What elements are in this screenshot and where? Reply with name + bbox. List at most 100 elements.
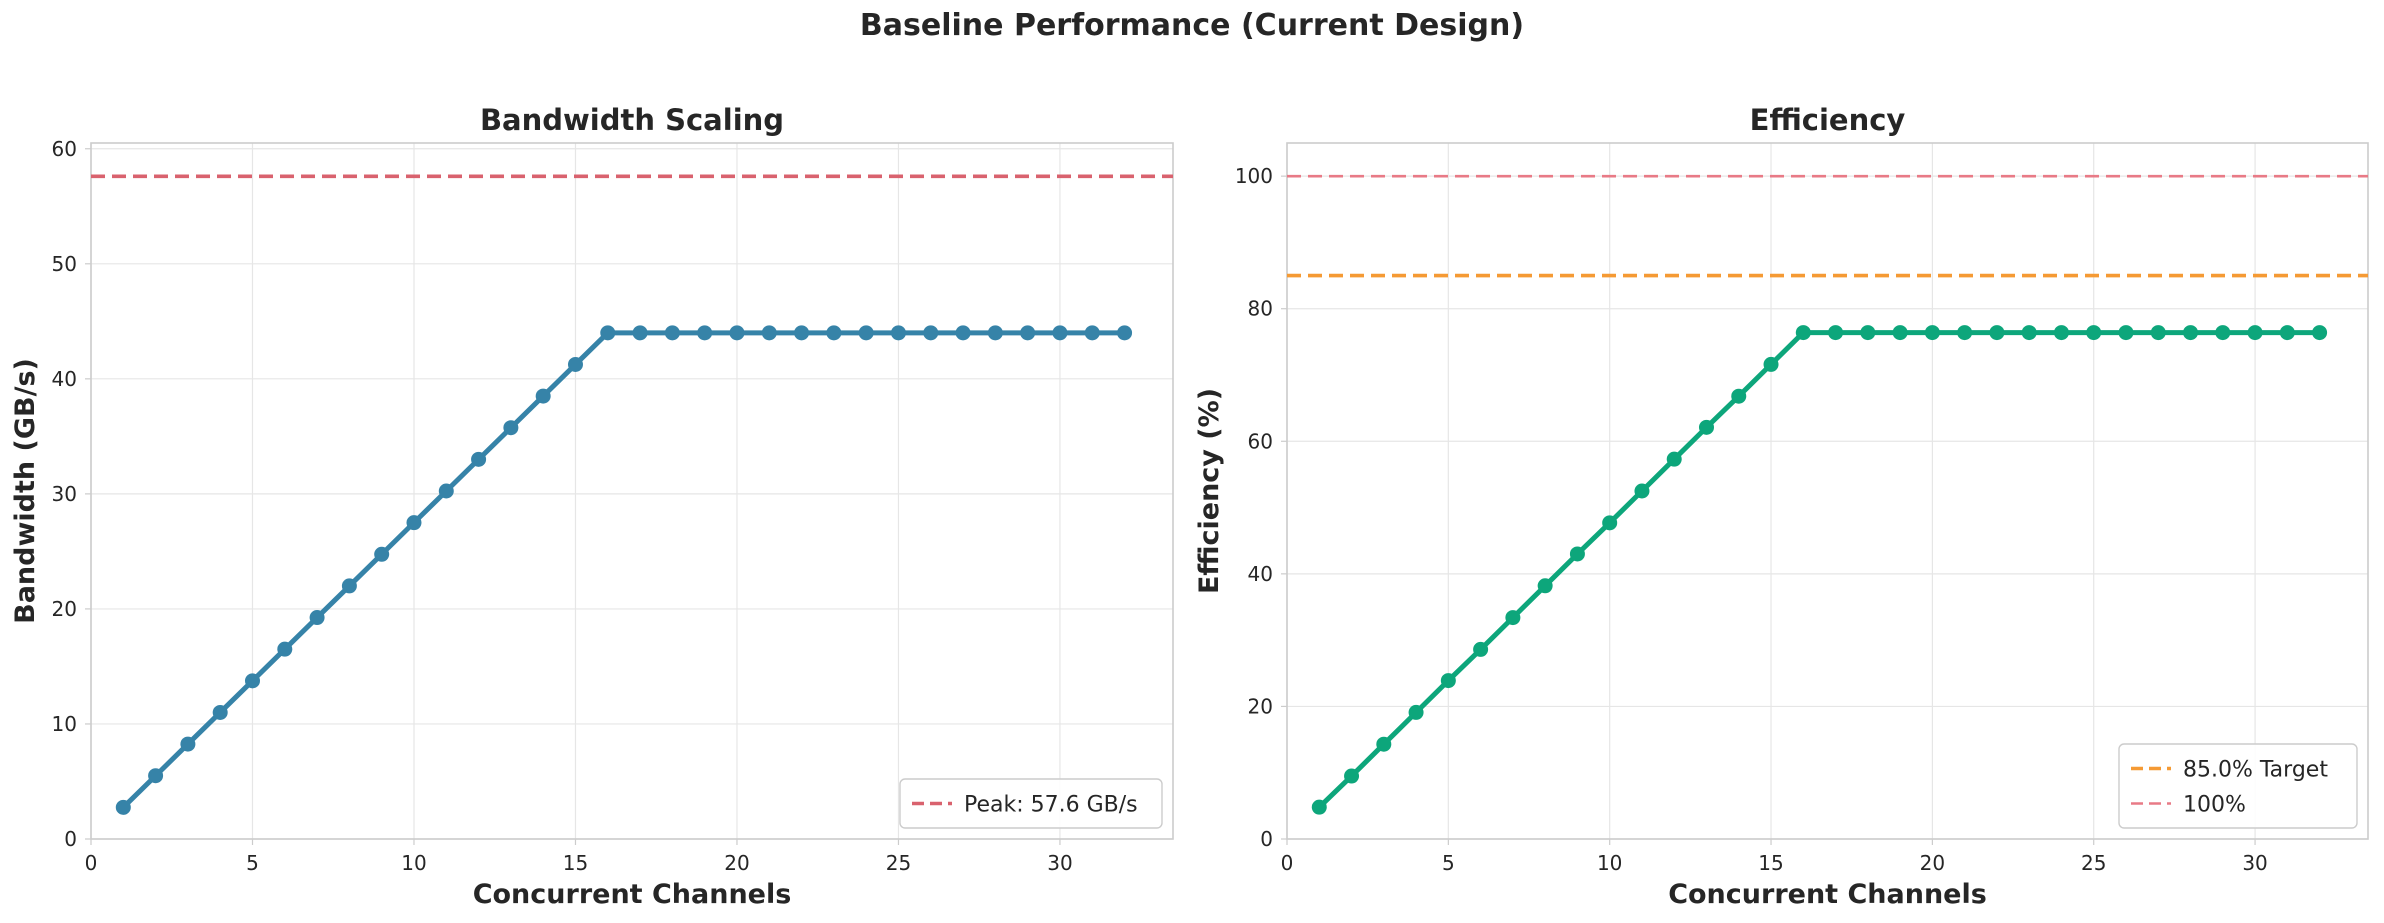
bandwidth-x-tick-label: 5: [246, 851, 259, 875]
bandwidth-data-point: [406, 515, 422, 531]
bandwidth-data-point: [1084, 325, 1100, 341]
bandwidth-data-point: [471, 451, 487, 467]
bandwidth-x-tick-label: 30: [1047, 851, 1072, 875]
efficiency-x-tick-label: 10: [1597, 851, 1622, 875]
efficiency-data-point: [1957, 325, 1973, 341]
efficiency-data-point: [1505, 610, 1521, 626]
efficiency-data-point: [1828, 325, 1844, 341]
bandwidth-data-point: [794, 325, 810, 341]
efficiency-data-point: [1634, 483, 1650, 499]
efficiency-data-point: [1989, 325, 2005, 341]
bandwidth-y-axis-label: Bandwidth (GB/s): [10, 358, 41, 624]
bandwidth-data-point: [1117, 325, 1133, 341]
bandwidth-x-tick-label: 25: [886, 851, 911, 875]
bandwidth-data-point: [761, 325, 777, 341]
efficiency-plot-frame: [1286, 142, 2369, 840]
bandwidth-y-tick-label: 60: [52, 137, 77, 161]
efficiency-data-point: [1731, 388, 1747, 404]
bandwidth-x-tick-label: 15: [563, 851, 588, 875]
bandwidth-data-point: [729, 325, 745, 341]
efficiency-x-axis-label: Concurrent Channels: [1668, 879, 1987, 910]
bandwidth-y-tick-label: 40: [52, 367, 77, 391]
efficiency-data-point: [2150, 325, 2166, 341]
bandwidth-legend: Peak: 57.6 GB/s: [899, 778, 1163, 829]
efficiency-data-point: [2247, 325, 2263, 341]
efficiency-data-point: [1311, 799, 1327, 815]
bandwidth-y-tick-label: 50: [52, 252, 77, 276]
bandwidth-data-point: [277, 641, 293, 657]
efficiency-x-tick-label: 15: [1758, 851, 1783, 875]
bandwidth-data-point: [567, 356, 583, 372]
bandwidth-x-tick-label: 10: [401, 851, 426, 875]
bandwidth-x-tick-label: 0: [85, 851, 98, 875]
bandwidth-data-point: [858, 325, 874, 341]
bandwidth-data-point: [697, 325, 713, 341]
efficiency-data-point: [1376, 736, 1392, 752]
bandwidth-legend-box: [899, 778, 1163, 829]
efficiency-legend-box: [2118, 743, 2358, 829]
bandwidth-x-tick-label: 20: [724, 851, 749, 875]
bandwidth-data-point: [987, 325, 1003, 341]
efficiency-data-point: [1344, 768, 1360, 784]
bandwidth-data-point: [632, 325, 648, 341]
figure-title: Baseline Performance (Current Design): [859, 8, 1525, 43]
bandwidth-data-point: [212, 704, 228, 720]
efficiency-y-tick-label: 60: [1248, 429, 1273, 453]
efficiency-legend: 85.0% Target 100%: [2118, 743, 2358, 829]
efficiency-data-point: [2215, 325, 2231, 341]
efficiency-data-point: [2183, 325, 2199, 341]
bandwidth-y-tick-label: 20: [52, 597, 77, 621]
bandwidth-data-point: [148, 768, 164, 784]
efficiency-y-tick-label: 0: [1260, 827, 1273, 851]
bandwidth-series-line: [121, 330, 1125, 810]
efficiency-data-point: [1537, 578, 1553, 594]
efficiency-legend-label: 100%: [2183, 793, 2246, 818]
efficiency-legend-label: 85.0% Target: [2183, 758, 2328, 783]
efficiency-data-point: [1602, 515, 1618, 531]
bandwidth-chart-panel: 0 5 10 15 20 25 30 0 10 20 30 40 50 60 Bandwidth Scali…: [10, 103, 1174, 910]
bandwidth-y-tick-label: 30: [52, 482, 77, 506]
efficiency-data-point: [1473, 641, 1489, 657]
efficiency-chart-panel: 0 5 10 15 20 25 30 0 20 40 60 80 100 Efficiency Concur…: [1194, 103, 2369, 910]
efficiency-x-tick-label: 20: [1920, 851, 1945, 875]
bandwidth-plot-frame: [90, 142, 1174, 840]
bandwidth-data-point: [826, 325, 842, 341]
efficiency-data-point: [2021, 325, 2037, 341]
bandwidth-data-point: [244, 673, 260, 689]
bandwidth-data-point: [115, 799, 131, 815]
efficiency-y-axis-label: Efficiency (%): [1194, 388, 1225, 594]
efficiency-data-point: [1440, 673, 1456, 689]
efficiency-y-tick-label: 100: [1235, 164, 1273, 188]
efficiency-data-point: [1795, 325, 1811, 341]
efficiency-series-line: [1317, 330, 2320, 809]
efficiency-data-point: [1408, 704, 1424, 720]
bandwidth-y-tick-label: 10: [52, 712, 77, 736]
bandwidth-data-point: [374, 546, 390, 562]
efficiency-data-point: [1698, 419, 1714, 435]
efficiency-data-point: [1569, 546, 1585, 562]
bandwidth-legend-label: Peak: 57.6 GB/s: [964, 793, 1138, 818]
efficiency-data-point: [1860, 325, 1876, 341]
bandwidth-data-point: [535, 388, 551, 404]
bandwidth-data-point: [600, 325, 616, 341]
efficiency-data-point: [1763, 356, 1779, 372]
bandwidth-data-point: [890, 325, 906, 341]
efficiency-data-point: [2053, 325, 2069, 341]
efficiency-y-tick-label: 80: [1248, 297, 1273, 321]
bandwidth-data-point: [180, 736, 196, 752]
efficiency-data-point: [2279, 325, 2295, 341]
efficiency-x-tick-label: 25: [2081, 851, 2106, 875]
bandwidth-data-point: [1020, 325, 1036, 341]
efficiency-data-point: [2118, 325, 2134, 341]
efficiency-x-tick-label: 5: [1442, 851, 1455, 875]
bandwidth-y-tick-label: 0: [64, 827, 77, 851]
efficiency-y-tick-label: 40: [1248, 562, 1273, 586]
efficiency-x-tick-label: 0: [1281, 851, 1294, 875]
efficiency-data-point: [2312, 325, 2328, 341]
efficiency-data-point: [1666, 451, 1682, 467]
efficiency-data-point: [2086, 325, 2102, 341]
bandwidth-x-axis-label: Concurrent Channels: [473, 879, 792, 910]
bandwidth-data-point: [955, 325, 971, 341]
efficiency-x-tick-label: 30: [2242, 851, 2267, 875]
